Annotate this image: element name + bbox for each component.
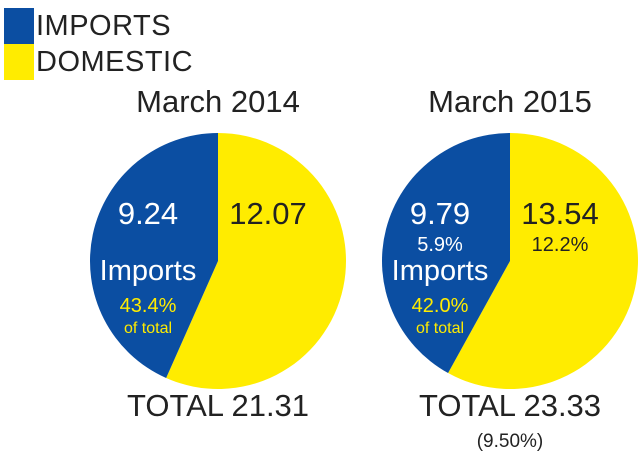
imports-value-label: 9.79 xyxy=(410,196,470,231)
pie-slice-imports xyxy=(90,133,218,379)
imports-word-label: Imports xyxy=(100,255,197,287)
domestic-growth-label: 12.2% xyxy=(532,234,589,256)
legend-item-imports: IMPORTS xyxy=(4,8,171,44)
imports-share-note: of total xyxy=(124,320,172,337)
legend-swatch-domestic xyxy=(4,44,34,80)
imports-share-label: 43.4% xyxy=(120,295,177,317)
domestic-value-label: 13.54 xyxy=(521,196,599,231)
pie-slice-imports xyxy=(382,133,510,374)
total-label: TOTAL 21.31 xyxy=(127,388,309,423)
pie-slice-domestic xyxy=(166,133,346,389)
domestic-value-label: 12.07 xyxy=(229,196,307,231)
imports-share-note: of total xyxy=(416,320,464,337)
legend-item-domestic: DOMESTIC xyxy=(4,44,193,80)
imports-share-label: 42.0% xyxy=(412,295,469,317)
pie-slice-domestic xyxy=(448,133,639,390)
legend-swatch-imports xyxy=(4,8,34,44)
imports-value-label: 9.24 xyxy=(118,196,178,231)
legend-label-domestic: DOMESTIC xyxy=(36,45,194,78)
legend-label-imports: IMPORTS xyxy=(36,9,172,42)
total-label: TOTAL 23.33 xyxy=(419,388,601,423)
chart-title: March 2015 xyxy=(428,84,592,119)
imports-growth-label: 5.9% xyxy=(417,234,463,256)
chart-title: March 2014 xyxy=(136,84,300,119)
imports-word-label: Imports xyxy=(392,255,489,287)
total-note: (9.50%) xyxy=(477,431,544,452)
